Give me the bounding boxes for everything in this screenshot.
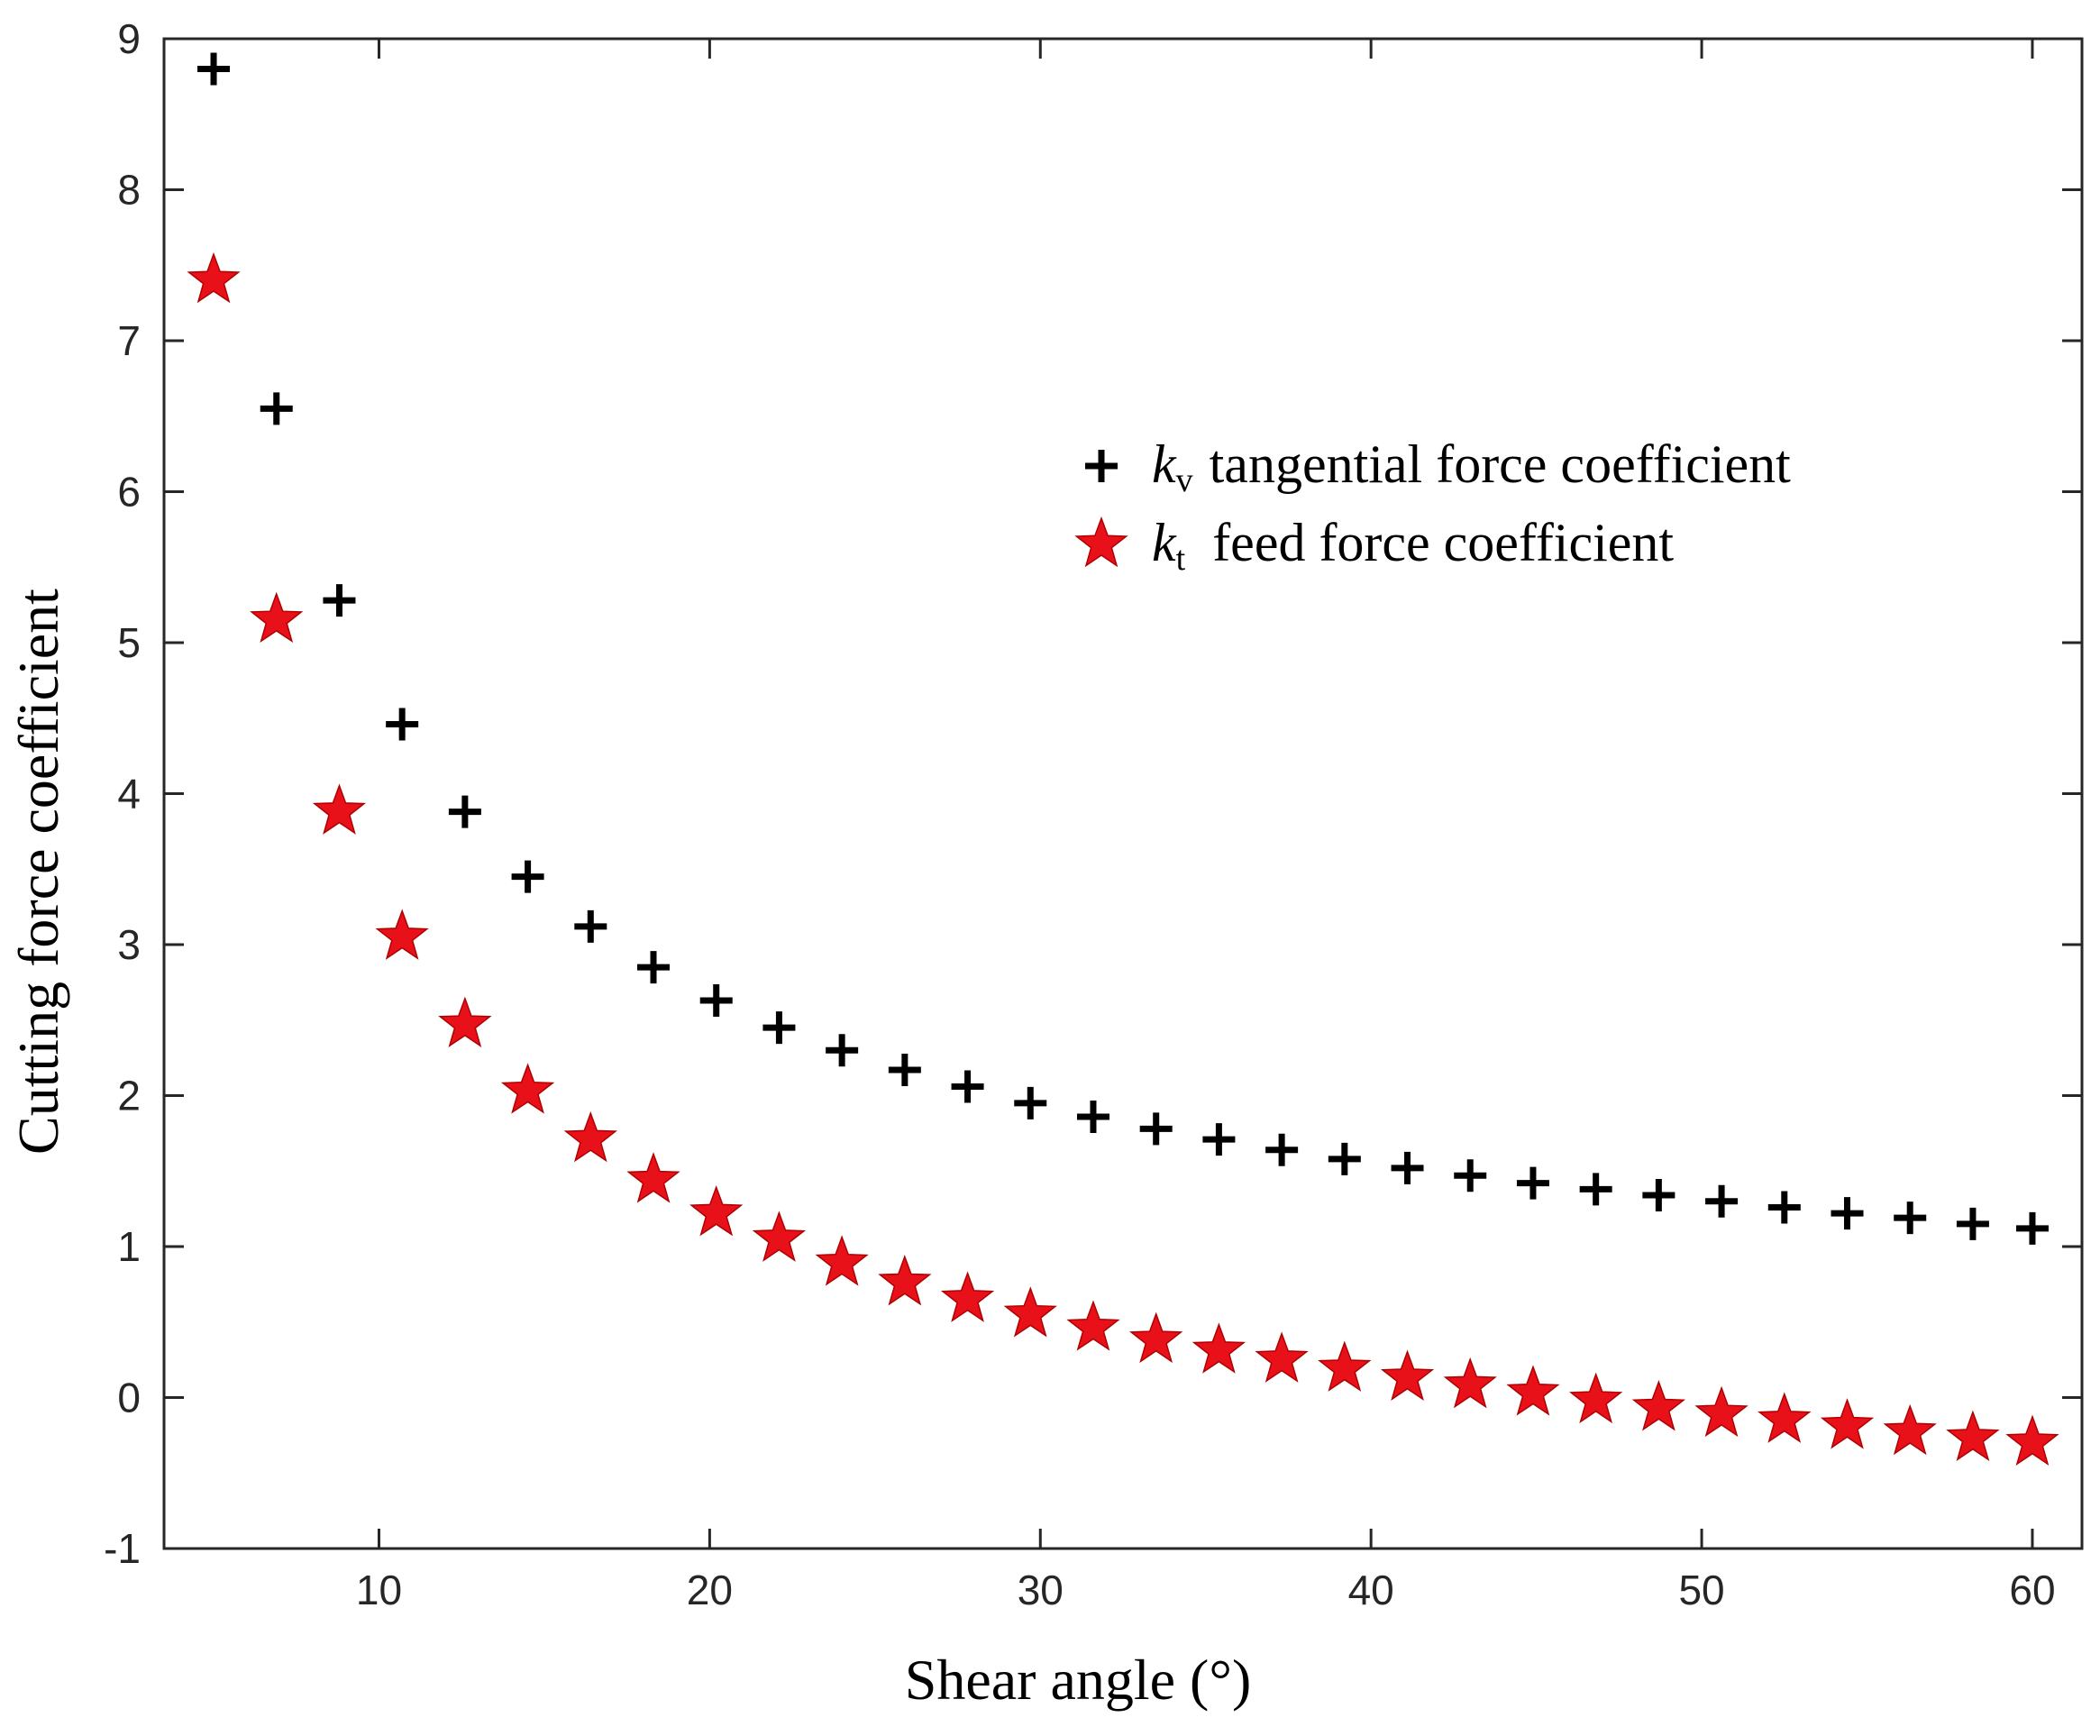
- axes: 10 20 30 40 50 60 -1 0 1 2 3 4 5 6 7 8 9: [104, 15, 2084, 1613]
- x-tick-label: 60: [2009, 1567, 2055, 1613]
- plus-point: [888, 1054, 921, 1087]
- y-tick-label: -1: [104, 1525, 141, 1572]
- star-point: [1694, 1385, 1748, 1438]
- star-point: [1631, 1380, 1686, 1431]
- plus-point: [1265, 1133, 1299, 1166]
- star-point: [815, 1235, 869, 1286]
- plus-point: [699, 983, 733, 1017]
- star-point: [375, 909, 429, 960]
- star-point: [1506, 1365, 1560, 1416]
- plus-point: [1767, 1191, 1801, 1224]
- plus-point: [448, 795, 481, 828]
- plus-point: [1516, 1166, 1549, 1200]
- y-tick-label: 7: [117, 317, 141, 364]
- x-axis-title: Shear angle (°): [905, 1648, 1252, 1712]
- plus-point: [1328, 1142, 1361, 1175]
- star-point: [1569, 1372, 1623, 1424]
- legend-entry: kt feed force coefficient: [1074, 513, 1674, 578]
- plus-point: [762, 1011, 796, 1045]
- plus-point: [511, 860, 544, 893]
- star-point: [563, 1110, 617, 1163]
- star-point: [1255, 1331, 1309, 1383]
- star-point: [1883, 1403, 1937, 1456]
- plus-point: [1642, 1179, 1675, 1212]
- legend-entry: kv tangential force coefficient: [1085, 434, 1791, 499]
- legend-label: tangential force coefficient: [1210, 434, 1792, 494]
- plus-point: [1139, 1112, 1173, 1146]
- legend-text: kv tangential force coefficient: [1152, 434, 1791, 499]
- data-marks: [187, 52, 2059, 1466]
- legend-marker-star: [1074, 516, 1128, 568]
- plus-point: [1579, 1173, 1612, 1206]
- plus-point: [1391, 1151, 1424, 1184]
- star-point: [312, 783, 367, 835]
- plus-point: [197, 52, 231, 86]
- plus-point: [386, 708, 419, 741]
- star-point: [1946, 1410, 2000, 1461]
- y-tick-label: 4: [117, 771, 141, 818]
- series-0: [197, 52, 2049, 1245]
- y-tick-label: 3: [117, 921, 141, 968]
- plus-point: [260, 392, 293, 425]
- star-point: [1066, 1300, 1120, 1351]
- star-point: [500, 1063, 555, 1114]
- x-tick-label: 30: [1018, 1567, 1064, 1613]
- y-tick-label: 6: [117, 469, 141, 516]
- star-point: [1443, 1357, 1497, 1409]
- plus-point: [2015, 1211, 2049, 1245]
- x-tick-label: 40: [1348, 1567, 1394, 1613]
- legend-text: kt feed force coefficient: [1152, 513, 1674, 578]
- star-point: [187, 251, 241, 304]
- y-tick-label: 5: [117, 619, 141, 666]
- star-point: [1003, 1286, 1057, 1338]
- star-point: [438, 996, 492, 1047]
- star-point: [878, 1255, 932, 1306]
- x-tick-label: 20: [687, 1567, 733, 1613]
- y-tick-label: 1: [117, 1223, 141, 1270]
- series-1: [187, 251, 2059, 1466]
- legend-symbol: k: [1152, 434, 1177, 494]
- plus-point: [826, 1034, 859, 1067]
- star-point: [1318, 1340, 1372, 1392]
- legend-symbol: k: [1152, 513, 1177, 572]
- legend-marker-plus: [1085, 450, 1118, 482]
- plus-point: [574, 909, 607, 943]
- legend-label: feed force coefficient: [1212, 513, 1674, 572]
- star-point: [250, 591, 304, 644]
- plus-point: [323, 584, 356, 617]
- plus-point: [951, 1070, 984, 1103]
- legend-subscript: t: [1176, 540, 1186, 578]
- legend-subscript: v: [1176, 461, 1193, 499]
- y-tick-label: 0: [117, 1375, 141, 1421]
- star-point: [689, 1185, 744, 1237]
- y-tick-label: 2: [117, 1073, 141, 1119]
- star-point: [1380, 1349, 1435, 1401]
- star-point: [1820, 1398, 1875, 1449]
- plus-point: [1831, 1197, 1864, 1230]
- y-axis-title: Cutting force coefficient: [6, 589, 70, 1155]
- x-tick-label: 50: [1678, 1567, 1724, 1613]
- plus-point: [1894, 1201, 1927, 1235]
- plus-point: [1956, 1207, 1989, 1240]
- plus-point: [1454, 1159, 1487, 1192]
- star-point: [1129, 1311, 1183, 1364]
- star-point: [940, 1271, 995, 1322]
- star-point: [2005, 1414, 2059, 1466]
- y-tick-label: 8: [117, 167, 141, 214]
- star-point: [626, 1152, 680, 1203]
- plus-point: [1705, 1184, 1739, 1218]
- x-tick-label: 10: [356, 1567, 402, 1613]
- star-point: [1192, 1322, 1246, 1374]
- plus-point: [637, 951, 671, 984]
- plus-point: [1076, 1100, 1109, 1133]
- y-tick-label: 9: [117, 15, 141, 62]
- plus-point: [1014, 1086, 1047, 1119]
- star-point: [752, 1211, 807, 1262]
- plus-point: [1202, 1123, 1236, 1156]
- star-point: [1758, 1392, 1812, 1443]
